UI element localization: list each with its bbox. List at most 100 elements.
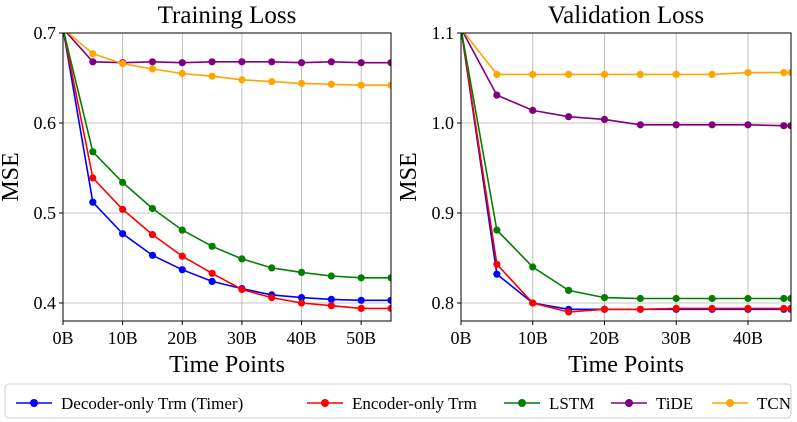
chart-title: Training Loss bbox=[158, 2, 297, 29]
data-point bbox=[208, 58, 216, 66]
data-point bbox=[600, 294, 609, 302]
data-point bbox=[780, 69, 788, 77]
chart-validation: 0B 10B 20B 30B 40B 0.8 0.9 1.0 1.1 Validation Los… bbox=[396, 2, 792, 378]
data-point bbox=[565, 70, 573, 78]
legend-swatch-marker bbox=[726, 399, 734, 407]
data-point bbox=[59, 25, 66, 32]
data-point bbox=[297, 299, 306, 307]
data-point bbox=[493, 270, 501, 278]
y-tick-label: 0.4 bbox=[34, 293, 57, 313]
data-point bbox=[636, 294, 644, 303]
data-point bbox=[178, 59, 186, 67]
data-point bbox=[457, 25, 464, 32]
legend-item: Encoder-only Trm bbox=[307, 394, 477, 413]
legend-label: TCN bbox=[757, 394, 791, 413]
data-point bbox=[387, 81, 391, 89]
data-point bbox=[787, 294, 791, 303]
data-point bbox=[327, 272, 335, 280]
data-point bbox=[327, 302, 335, 310]
legend-swatch-marker bbox=[518, 399, 526, 407]
y-tick-label: 0.5 bbox=[34, 203, 57, 223]
data-point bbox=[327, 58, 335, 66]
data-point bbox=[238, 255, 246, 263]
data-point bbox=[208, 242, 216, 250]
data-point bbox=[780, 122, 788, 130]
data-point bbox=[208, 72, 216, 80]
legend: Decoder-only Trm (Timer) Encoder-only Trm… bbox=[4, 383, 792, 419]
data-point bbox=[457, 25, 464, 32]
data-point bbox=[297, 59, 306, 67]
legend-item: TCN bbox=[712, 394, 791, 413]
data-point bbox=[529, 299, 537, 307]
data-point bbox=[708, 121, 716, 129]
data-point bbox=[636, 121, 644, 129]
data-point bbox=[493, 91, 501, 99]
series-line-3 bbox=[65, 33, 391, 64]
data-point bbox=[636, 305, 644, 313]
series-line-1 bbox=[63, 33, 391, 310]
data-point bbox=[89, 148, 97, 156]
data-point bbox=[268, 78, 276, 86]
legend-item: Decoder-only Trm (Timer) bbox=[16, 394, 243, 413]
y-axis-label: MSE bbox=[396, 152, 422, 201]
data-point bbox=[387, 59, 391, 67]
data-point bbox=[238, 76, 246, 84]
data-point bbox=[780, 294, 788, 303]
grid bbox=[460, 32, 791, 321]
data-point bbox=[178, 252, 186, 260]
data-point bbox=[387, 304, 391, 312]
y-tick-label: 0.8 bbox=[432, 293, 455, 313]
legend-label: Encoder-only Trm bbox=[352, 394, 477, 413]
data-point bbox=[178, 69, 186, 78]
data-point bbox=[672, 304, 680, 312]
data-point bbox=[529, 263, 537, 271]
data-point bbox=[178, 266, 186, 274]
data-point bbox=[357, 59, 365, 67]
data-point bbox=[780, 304, 788, 312]
series-line-1 bbox=[461, 33, 791, 313]
data-point bbox=[744, 304, 752, 312]
data-point bbox=[327, 295, 335, 303]
data-point bbox=[457, 25, 464, 32]
y-tick-label: 1.1 bbox=[432, 23, 455, 43]
data-point bbox=[89, 58, 97, 66]
y-tick-label: 0.6 bbox=[34, 113, 57, 133]
data-point bbox=[297, 268, 306, 276]
data-point bbox=[672, 121, 680, 129]
data-point bbox=[89, 50, 97, 58]
data-point bbox=[787, 122, 791, 130]
data-point bbox=[148, 251, 157, 259]
data-point bbox=[268, 294, 276, 302]
data-point bbox=[708, 304, 716, 312]
data-point bbox=[357, 81, 365, 89]
data-point bbox=[59, 25, 66, 32]
data-point bbox=[636, 70, 644, 78]
y-tick-label: 1.0 bbox=[432, 113, 455, 133]
x-tick-label: 50B bbox=[346, 328, 376, 348]
data-point bbox=[493, 226, 501, 234]
data-point bbox=[59, 25, 66, 32]
data-point bbox=[357, 304, 365, 312]
data-point bbox=[148, 58, 157, 66]
data-point bbox=[89, 198, 97, 206]
data-point bbox=[600, 115, 609, 123]
data-point bbox=[708, 294, 716, 303]
legend-swatch-marker bbox=[321, 399, 329, 407]
data-point bbox=[672, 70, 680, 78]
chart-training: 0B 10B 20B 30B 40B 50B 0.4 0.5 0.6 0.7 Training Lo… bbox=[0, 2, 392, 378]
series-line-2 bbox=[461, 33, 791, 300]
data-point bbox=[297, 79, 306, 87]
data-point bbox=[208, 269, 216, 277]
data-point bbox=[565, 286, 573, 294]
x-tick-label: 40B bbox=[733, 328, 763, 348]
data-point bbox=[744, 294, 752, 303]
data-point bbox=[600, 70, 609, 78]
data-point bbox=[744, 121, 752, 129]
legend-label: LSTM bbox=[549, 394, 594, 413]
data-point bbox=[457, 25, 464, 32]
series-line-4 bbox=[67, 33, 391, 86]
data-point bbox=[148, 65, 157, 73]
data-point bbox=[357, 274, 365, 282]
legend-label: Decoder-only Trm (Timer) bbox=[61, 394, 243, 413]
data-point bbox=[119, 205, 127, 213]
